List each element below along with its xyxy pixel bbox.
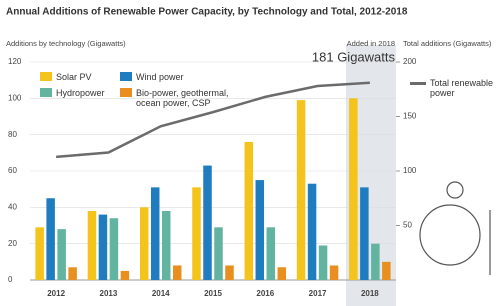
legend-swatch xyxy=(120,88,132,97)
legend-item: Total renewable power xyxy=(410,78,495,98)
legend-item: Solar PV xyxy=(40,72,110,82)
y-tick-label: 0 xyxy=(8,275,13,284)
bar xyxy=(110,218,119,280)
chart-title: Annual Additions of Renewable Power Capa… xyxy=(6,7,408,18)
legend-label: Solar PV xyxy=(56,72,92,82)
y2-tick-label: 200 xyxy=(403,57,417,66)
legend-swatch xyxy=(40,88,52,97)
bar xyxy=(382,262,391,280)
bar xyxy=(57,229,65,280)
bar xyxy=(297,100,306,280)
x-tick-label: 2013 xyxy=(100,289,118,298)
legend-label: Bio-power, geothermal, ocean power, CSP xyxy=(136,88,235,108)
y-tick-label: 120 xyxy=(8,57,22,66)
y-tick-label: 100 xyxy=(8,93,22,102)
y2-axis-label: Total additions (Gigawatts) xyxy=(403,39,492,48)
bar xyxy=(319,245,328,280)
bar xyxy=(267,227,276,280)
legend-label: Wind power xyxy=(136,72,184,82)
illustration xyxy=(420,182,490,275)
x-tick-label: 2017 xyxy=(309,289,327,298)
legend-label: Total renewable power xyxy=(430,78,495,98)
bar xyxy=(35,227,44,280)
bar xyxy=(140,207,149,280)
bar xyxy=(99,215,108,280)
annotation: Added in 2018 xyxy=(347,39,395,48)
bar xyxy=(349,98,358,280)
y-tick-label: 80 xyxy=(8,130,17,139)
bar xyxy=(121,271,130,280)
legend-item: Hydropower xyxy=(40,88,110,98)
y-tick-label: 60 xyxy=(8,166,17,175)
y2-tick-label: 150 xyxy=(403,112,417,121)
bar xyxy=(151,187,160,280)
bar xyxy=(214,227,223,280)
bar xyxy=(68,267,77,280)
y-tick-label: 40 xyxy=(8,202,17,211)
y-axis-label: Additions by technology (Gigawatts) xyxy=(6,39,126,48)
x-tick-label: 2018 xyxy=(361,289,379,298)
bar xyxy=(256,180,264,280)
bar xyxy=(46,198,55,280)
chart: Annual Additions of Renewable Power Capa… xyxy=(0,0,502,306)
page: Annual Additions of Renewable Power Capa… xyxy=(0,0,502,306)
bar xyxy=(360,187,369,280)
x-tick-label: 2016 xyxy=(256,289,274,298)
bar xyxy=(308,184,317,280)
y2-tick-label: 50 xyxy=(403,221,412,230)
x-tick-label: 2015 xyxy=(204,289,222,298)
y-tick-label: 20 xyxy=(8,239,17,248)
bar xyxy=(278,267,287,280)
bar xyxy=(225,265,234,280)
bar xyxy=(371,244,380,280)
bar xyxy=(330,265,339,280)
x-tick-label: 2014 xyxy=(152,289,170,298)
legend-swatch xyxy=(120,72,132,81)
bar xyxy=(245,142,254,280)
bar xyxy=(192,187,201,280)
legend-swatch xyxy=(40,72,52,81)
bar xyxy=(162,211,171,280)
bar xyxy=(173,265,182,280)
x-tick-label: 2012 xyxy=(47,289,65,298)
bar xyxy=(203,166,212,280)
bar xyxy=(88,211,97,280)
legend-label: Hydropower xyxy=(56,88,105,98)
legend-item: Bio-power, geothermal, ocean power, CSP xyxy=(120,88,235,108)
y2-tick-label: 100 xyxy=(403,166,417,175)
legend-item: Wind power xyxy=(120,72,210,82)
legend-swatch xyxy=(410,82,426,85)
